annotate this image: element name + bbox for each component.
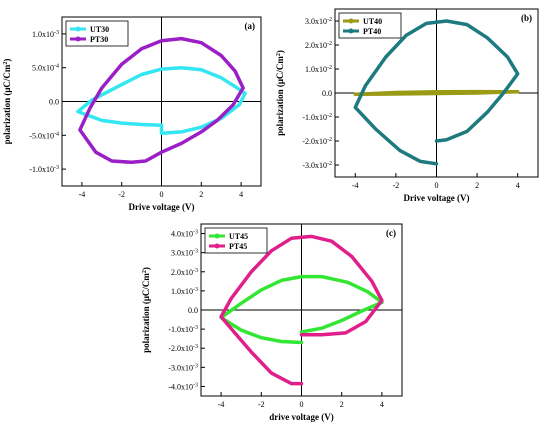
x-tick-label: 0 (435, 181, 439, 190)
chart-panel-a: -4 -2 0 2 4 -1.0x10-3 -5.0x10-4 0.0 5.0x10-4 1.0x… (2, 16, 262, 212)
y-axis-label: polarization (μC/Cm2) (2, 59, 12, 145)
y-tick-label: 2.0x10-3 (171, 268, 198, 277)
x-axis-label: Drive voltage (V) (129, 202, 195, 212)
x-tick-label: 2 (199, 190, 203, 199)
legend-label: PT30 (90, 35, 108, 44)
y-tick-label: -5.0x10-4 (29, 131, 59, 140)
x-tick-label: -4 (218, 400, 225, 409)
legend-label: PT40 (363, 27, 381, 36)
y-tick-label: 1.0x10-3 (32, 30, 59, 39)
y-axis-label: polarization (μC/Cm2) (141, 267, 151, 353)
legend-marker (348, 28, 354, 34)
series-line-ut30 (76, 65, 247, 136)
x-axis-label: Drive voltage (V) (404, 193, 470, 203)
x-tick-label: 2 (340, 400, 344, 409)
y-tick-label: -1.0x10-3 (168, 325, 198, 334)
chart-panel-c: -4 -2 0 2 4 -4.0x10-3 -3.0x10-3 -2.0x10-3 -1.0x1… (141, 223, 403, 422)
y-tick-label: 5.0x10-4 (32, 64, 59, 73)
y-tick-label: 1.0x10-2 (305, 65, 332, 74)
x-tick-label: 2 (475, 181, 479, 190)
series-line-pt45 (219, 234, 384, 386)
legend-marker (348, 18, 354, 24)
y-tick-label: -3.0x10-3 (168, 363, 198, 372)
series-line-pt40 (353, 19, 520, 166)
x-tick-label: -4 (79, 190, 86, 199)
x-tick-label: -4 (352, 181, 359, 190)
legend-label: UT40 (363, 17, 382, 26)
x-tick-label: 4 (239, 190, 243, 199)
series-line-pt30 (78, 36, 245, 165)
legend-marker (214, 243, 220, 249)
y-tick-label: -1.0x10-3 (29, 165, 59, 174)
x-tick-label: -2 (118, 190, 125, 199)
y-tick-label: 2.0x10-2 (305, 41, 332, 50)
x-tick-label: -2 (393, 181, 400, 190)
legend-label: PT45 (229, 242, 247, 251)
y-tick-label: -2.0x10-3 (168, 344, 198, 353)
panel-letter: (a) (245, 21, 256, 31)
x-tick-label: 4 (516, 181, 520, 190)
y-tick-label: 4.0x10-3 (171, 230, 198, 239)
y-tick-label: -2.0x10-2 (302, 137, 332, 146)
legend-marker (75, 36, 81, 42)
y-axis-label: polarization (μC/Cm2) (275, 50, 285, 136)
x-tick-label: 0 (160, 190, 164, 199)
y-tick-label: 3.0x10-2 (305, 17, 332, 26)
y-tick-label: -1.0x10-2 (302, 113, 332, 122)
x-tick-label: 0 (300, 400, 304, 409)
legend-marker (75, 26, 81, 32)
y-tick-label: 0.0 (188, 306, 198, 315)
y-tick-label: 3.0x10-3 (171, 249, 198, 258)
legend-box (338, 12, 402, 39)
y-tick-label: -3.0x10-2 (302, 161, 332, 170)
y-tick-label: -4.0x10-3 (168, 382, 198, 391)
legend-box (65, 20, 129, 47)
legend-box (204, 227, 268, 254)
x-tick-label: -2 (258, 400, 265, 409)
panel-letter: (b) (521, 13, 532, 23)
x-axis-label: drive voltage (V) (269, 412, 333, 422)
series-line-ut40 (353, 89, 520, 96)
y-tick-label: 0.0 (49, 98, 59, 107)
y-tick-label: 0.0 (322, 89, 332, 98)
legend-label: UT45 (229, 232, 248, 241)
x-tick-label: 4 (380, 400, 384, 409)
legend-label: UT30 (90, 25, 109, 34)
legend-marker (214, 233, 220, 239)
y-tick-label: 1.0x10-3 (171, 287, 198, 296)
chart-panel-b: -4 -2 0 2 4 -3.0x10-2 -2.0x10-2 -1.0x10-2 0.0 1.0… (275, 8, 539, 203)
series-line-ut45 (219, 274, 384, 345)
panel-letter: (c) (386, 228, 396, 238)
